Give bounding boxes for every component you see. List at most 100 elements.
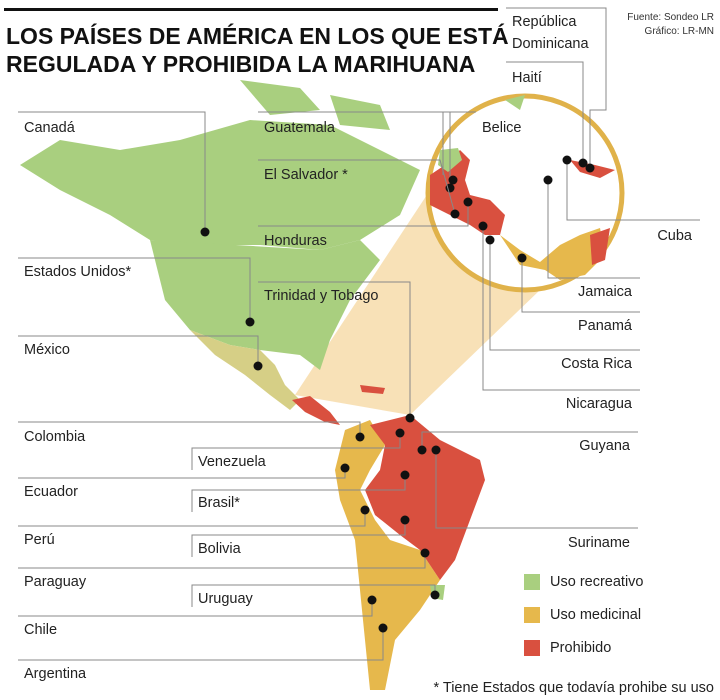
country-label: Venezuela [198,454,267,470]
leader-line [191,475,406,512]
country-label: Colombia [24,429,86,445]
country-label: Bolivia [198,541,242,557]
leader-line [18,600,373,617]
country-dot [367,595,377,605]
country-dot [340,463,350,473]
country-dot [253,361,263,371]
country-label: Ecuador [24,484,78,500]
country-dot [360,505,370,515]
country-label: Guatemala [264,120,336,136]
country-label: Uruguay [198,591,254,607]
legend-label: Uso medicinal [550,607,641,623]
legend-swatch [524,574,540,590]
leader-line [191,520,406,557]
country-dot [395,428,405,438]
country-label: El Salvador * [264,167,348,183]
country-label: Paraguay [24,574,87,590]
country-dot [245,317,255,327]
source: Fuente: Sondeo LR [627,12,714,23]
leader-line [18,257,251,322]
leader-line [421,431,638,450]
labels: Canadá Estados Unidos* México Colombia Venez… [18,7,700,682]
legend-swatch [524,640,540,656]
country-dot [200,227,210,237]
zoom-venezuela [590,228,610,265]
leader-line [18,468,346,479]
country-dot [420,548,430,558]
country-label: Nicaragua [566,396,633,412]
country-label: Trinidad y Tobago [264,288,378,304]
title-line: LOS PAÍSES DE AMÉRICA EN LOS QUE ESTÁ [6,22,509,49]
leader-line [191,433,401,470]
country-dot [400,515,410,525]
zoom-colombia [500,228,605,280]
central-america [292,396,340,425]
leader-line [442,111,476,175]
arctic-islands [240,80,390,130]
country-label: República [512,14,577,30]
footnote: * Tiene Estados que todavía prohibe su u… [433,680,714,696]
legend-label: Uso recreativo [550,574,643,590]
legend: Uso recreativo Uso medicinal Prohibido [524,574,643,656]
country-dot [400,470,410,480]
country-label: México [24,342,70,358]
country-dot [485,235,495,245]
leader-line [489,240,640,351]
country-label: Honduras [264,233,327,249]
country-dot [431,445,441,455]
country-dot [478,221,488,231]
leader-line [506,61,584,163]
map [20,80,625,690]
country-label: Suriname [568,535,630,551]
leader-line [191,584,436,607]
leader-line [482,226,640,391]
country-dot [585,163,595,173]
leader-line [18,111,206,232]
country-label: Chile [24,622,57,638]
title-rule [4,8,498,11]
country-dot [378,623,388,633]
leader-line [506,7,607,168]
country-dot [543,175,553,185]
title-line: REGULADA Y PROHIBIDA LA MARIHUANA [6,51,475,77]
usa [150,240,380,370]
leader-line [18,421,361,437]
country-label: Haití [512,70,542,86]
country-label: Belice [482,120,522,136]
country-label: Argentina [24,666,87,682]
mexico [190,330,300,410]
country-label: Canadá [24,120,76,136]
country-dot [578,158,588,168]
legend-label: Prohibido [550,640,611,656]
leader-line [258,202,469,227]
prohibited-south [365,415,485,580]
country-label: Dominicana [512,36,589,52]
leader-line [18,553,426,569]
country-dot [417,445,427,455]
country-dot [405,413,415,423]
caribbean-small [360,385,385,394]
country-dot [448,175,458,185]
leader-line [18,510,366,527]
credit: Gráfico: LR-MN [645,26,714,37]
country-dot [517,253,527,263]
leader-line [258,159,456,215]
country-dot [463,197,473,207]
country-label: Costa Rica [561,356,633,372]
leader-line [435,450,638,529]
canada [20,120,420,250]
leader-line [547,180,640,279]
country-label: Guyana [579,438,631,454]
country-label: Panamá [578,318,633,334]
country-dot [430,590,440,600]
country-label: Cuba [657,228,693,244]
country-label: Perú [24,532,55,548]
leader-line [18,335,259,366]
country-label: Estados Unidos* [24,264,132,280]
country-dot [562,155,572,165]
country-dot [450,209,460,219]
legend-swatch [524,607,540,623]
medicinal-south [335,420,440,690]
leader-line [258,281,411,418]
